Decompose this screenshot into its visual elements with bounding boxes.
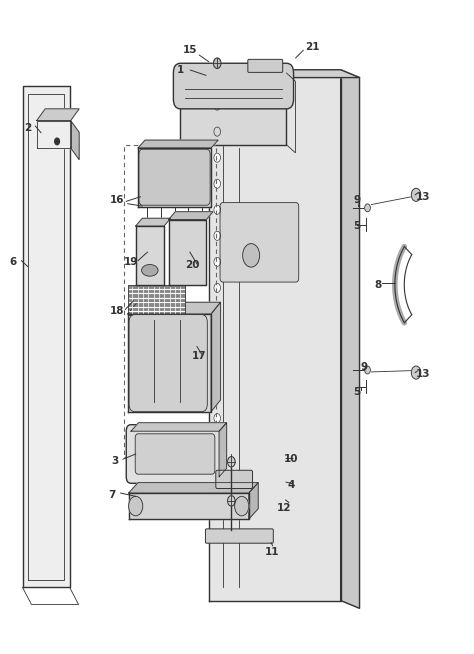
Text: 5: 5	[354, 221, 361, 231]
Polygon shape	[209, 70, 341, 600]
Text: 2: 2	[24, 124, 31, 133]
Circle shape	[214, 153, 220, 162]
Polygon shape	[211, 302, 220, 411]
Bar	[128, 284, 185, 315]
Circle shape	[365, 204, 370, 212]
FancyBboxPatch shape	[220, 203, 299, 282]
Polygon shape	[138, 140, 218, 148]
Polygon shape	[23, 86, 70, 587]
FancyBboxPatch shape	[135, 434, 215, 474]
Text: 15: 15	[182, 45, 197, 55]
FancyBboxPatch shape	[248, 60, 283, 73]
Circle shape	[55, 138, 59, 145]
Polygon shape	[249, 483, 258, 519]
Circle shape	[214, 388, 220, 397]
Circle shape	[235, 496, 249, 516]
Polygon shape	[71, 120, 79, 160]
Text: 7: 7	[109, 490, 116, 500]
Polygon shape	[36, 109, 79, 120]
Polygon shape	[128, 493, 249, 519]
Text: 11: 11	[265, 547, 280, 557]
Circle shape	[214, 362, 220, 371]
Circle shape	[213, 58, 221, 69]
Polygon shape	[128, 302, 220, 314]
Text: 3: 3	[111, 455, 118, 466]
Circle shape	[214, 179, 220, 188]
Polygon shape	[138, 148, 211, 207]
Circle shape	[214, 492, 220, 501]
Text: 17: 17	[192, 351, 207, 361]
Polygon shape	[128, 314, 211, 411]
Polygon shape	[36, 120, 71, 148]
Circle shape	[214, 466, 220, 475]
Polygon shape	[128, 483, 258, 493]
Circle shape	[228, 456, 235, 467]
Circle shape	[128, 496, 143, 516]
FancyBboxPatch shape	[205, 529, 273, 543]
Text: 21: 21	[305, 42, 319, 52]
Text: 1: 1	[177, 65, 184, 75]
Circle shape	[214, 413, 220, 422]
Text: 8: 8	[375, 280, 382, 290]
Circle shape	[243, 244, 260, 267]
Circle shape	[214, 309, 220, 318]
Circle shape	[411, 366, 421, 379]
Circle shape	[365, 366, 370, 374]
Circle shape	[214, 336, 220, 345]
Circle shape	[214, 257, 220, 266]
Circle shape	[228, 496, 235, 506]
FancyBboxPatch shape	[129, 315, 207, 411]
Ellipse shape	[142, 264, 158, 276]
Polygon shape	[341, 70, 359, 608]
Polygon shape	[169, 212, 213, 220]
Text: 16: 16	[109, 195, 124, 205]
Circle shape	[214, 232, 220, 241]
Circle shape	[214, 439, 220, 449]
Circle shape	[214, 101, 220, 110]
Text: 19: 19	[124, 257, 138, 267]
Text: 13: 13	[416, 192, 430, 201]
Polygon shape	[181, 73, 286, 145]
Circle shape	[214, 127, 220, 136]
Text: 18: 18	[109, 305, 124, 316]
Text: 9: 9	[354, 195, 361, 205]
Circle shape	[214, 205, 220, 215]
Polygon shape	[209, 70, 359, 78]
Text: 20: 20	[185, 260, 200, 270]
Polygon shape	[169, 220, 206, 284]
Text: 5: 5	[354, 387, 361, 397]
Text: 9: 9	[361, 362, 368, 372]
Text: 10: 10	[284, 453, 299, 464]
Circle shape	[214, 283, 220, 292]
Text: 6: 6	[9, 257, 17, 267]
Text: 12: 12	[277, 503, 292, 513]
FancyBboxPatch shape	[173, 63, 293, 109]
Text: 4: 4	[288, 479, 295, 490]
Polygon shape	[219, 422, 227, 477]
Circle shape	[411, 188, 421, 201]
Text: 13: 13	[416, 369, 430, 379]
Polygon shape	[131, 422, 227, 431]
Polygon shape	[136, 226, 164, 284]
FancyBboxPatch shape	[126, 424, 224, 483]
Polygon shape	[136, 218, 171, 226]
FancyBboxPatch shape	[216, 470, 253, 489]
FancyBboxPatch shape	[139, 149, 210, 205]
